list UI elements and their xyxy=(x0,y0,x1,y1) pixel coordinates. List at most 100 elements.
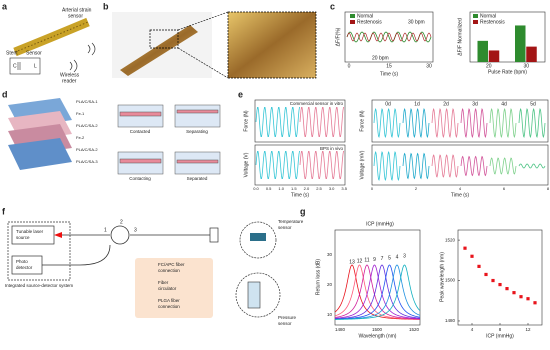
bar xyxy=(488,50,500,62)
label: 4 xyxy=(459,186,462,191)
label: 1500 xyxy=(372,327,383,332)
point xyxy=(498,282,502,287)
schematic xyxy=(117,104,221,175)
legend-label: Restenosis xyxy=(480,19,505,25)
spectrum-curve xyxy=(334,264,421,320)
label: Photo xyxy=(16,259,28,264)
label: Time (s) xyxy=(451,192,469,198)
label: Voltage (mV) xyxy=(359,150,365,179)
voltage-trace xyxy=(518,163,546,169)
point xyxy=(519,295,523,299)
label: 4d xyxy=(501,101,507,107)
restenosis-trace xyxy=(346,32,432,42)
force-trace xyxy=(518,108,546,138)
force-trace xyxy=(299,106,344,138)
point xyxy=(526,297,530,301)
label: 1480 xyxy=(335,327,346,332)
label: 8 xyxy=(547,186,550,191)
label: 10 xyxy=(327,312,333,317)
panel-label: a xyxy=(2,1,8,11)
point xyxy=(477,264,481,268)
label: PLGA fiber xyxy=(158,298,180,303)
label: 0 xyxy=(371,186,374,191)
label: Contacted xyxy=(130,129,151,134)
voltage-trace xyxy=(255,150,300,180)
panel-label: e xyxy=(238,89,243,99)
label: 8 xyxy=(499,327,502,332)
label: Force (N) xyxy=(243,110,249,131)
label: Fiber xyxy=(158,280,169,285)
label: 0.0 xyxy=(253,186,259,191)
circulator xyxy=(110,225,130,245)
label: 0d xyxy=(385,101,391,107)
voltage-trace xyxy=(489,157,517,175)
label: Integrated source-detector system xyxy=(5,283,74,288)
label: 30 bpm xyxy=(408,19,425,25)
bar xyxy=(526,46,537,62)
label: 0.5 xyxy=(266,186,272,191)
label: C xyxy=(13,63,17,69)
axes xyxy=(254,99,346,143)
force-trace xyxy=(402,108,430,138)
label: 3.5 xyxy=(341,186,347,191)
spectrum-curve xyxy=(334,264,421,320)
label: FC/APC fiber xyxy=(158,262,185,267)
label: ICP (mmHg) xyxy=(366,221,394,227)
voltage-trace xyxy=(460,155,488,177)
label: 1d xyxy=(414,101,420,107)
label: 6 xyxy=(503,186,506,191)
label: 3 xyxy=(134,227,137,233)
label: Pressure xyxy=(278,315,297,320)
label: PLA/C/SA-1 xyxy=(76,99,98,104)
point xyxy=(484,272,488,277)
label: BPS in vivo xyxy=(320,146,344,151)
spectrum-curve xyxy=(334,264,421,320)
label: Peak wavelength (nm) xyxy=(439,252,445,302)
panel-label: f xyxy=(2,206,6,216)
label: PLA/C/SA-3 xyxy=(76,159,98,164)
label: 20 xyxy=(486,63,492,69)
label: ICP (mmHg) xyxy=(486,333,514,339)
axes xyxy=(344,11,434,63)
label: 1 xyxy=(104,227,107,233)
voltage-trace xyxy=(402,152,430,180)
label: 30 xyxy=(426,63,432,69)
label: 1520 xyxy=(445,237,456,242)
voltage-trace xyxy=(431,154,459,178)
label: Wireless xyxy=(60,72,80,78)
fiber xyxy=(42,234,210,266)
point xyxy=(505,287,509,291)
label: 2 xyxy=(120,219,123,225)
wireless-waves xyxy=(69,42,96,73)
label: 5d xyxy=(530,101,536,107)
axes xyxy=(457,229,543,326)
label: Restenosis xyxy=(357,19,382,25)
force-trace xyxy=(255,106,300,138)
label: 9 xyxy=(373,257,376,263)
zoom-lines xyxy=(177,11,229,79)
label: Temperature xyxy=(278,219,304,224)
panel-label: g xyxy=(300,206,306,216)
spectrum-curve xyxy=(334,264,421,320)
label: Separated xyxy=(187,176,208,181)
label: Fe-2 xyxy=(76,135,85,140)
layer-stack xyxy=(8,98,72,170)
label: ΔF/F(%) xyxy=(335,27,341,46)
point xyxy=(463,246,467,250)
label: 30 xyxy=(327,252,333,257)
legend-swatch xyxy=(350,14,355,18)
label: Wavelength (nm) xyxy=(359,333,397,339)
label: Force (N) xyxy=(359,110,365,131)
axes xyxy=(371,144,549,186)
normal-trace xyxy=(346,31,432,43)
label: 1.0 xyxy=(278,186,284,191)
label: Fe-1 xyxy=(76,111,85,116)
label: 4 xyxy=(471,327,474,332)
label: Normal xyxy=(357,13,373,19)
panel-label: b xyxy=(103,1,109,11)
axes xyxy=(469,11,546,63)
label: Voltage (V) xyxy=(243,152,249,177)
label: L xyxy=(34,63,37,69)
label: Arterial strain xyxy=(62,7,92,13)
label: circulator xyxy=(158,286,177,291)
